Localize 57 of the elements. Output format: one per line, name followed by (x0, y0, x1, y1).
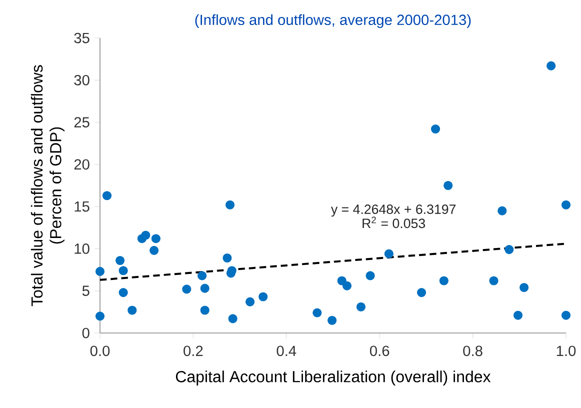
x-tick-label: 0.0 (90, 346, 110, 356)
point (246, 297, 255, 306)
point (118, 288, 128, 298)
annotation: R$^{2}$ = 0.053 (362, 216, 426, 228)
point (328, 316, 337, 325)
point (513, 310, 523, 320)
y-tick-label: 5 (82, 286, 90, 296)
point (546, 61, 556, 70)
point (200, 306, 210, 315)
point (384, 249, 394, 258)
point (116, 256, 125, 266)
y-tick-label: 15 (74, 201, 90, 212)
point (118, 266, 128, 276)
point (151, 234, 160, 244)
x-axis-title: Capital Account Liberalization (overall) index (176, 370, 491, 386)
point (312, 308, 322, 318)
y-tick-label: 20 (74, 159, 90, 170)
point (337, 276, 346, 286)
point (504, 245, 514, 254)
point (417, 288, 426, 298)
point (366, 271, 375, 280)
annotation: y = 4.2648x + 6.3197 (330, 204, 456, 217)
x-tick-label: 0.8 (463, 346, 482, 356)
point (200, 284, 210, 293)
point (225, 200, 235, 210)
x-tick-label: 1.0 (556, 346, 576, 356)
y-tick-label: 35 (74, 32, 90, 44)
y-tick-label: 0 (82, 328, 90, 338)
point (430, 124, 440, 134)
point (128, 306, 137, 315)
point (258, 292, 268, 302)
point (444, 180, 453, 190)
chart-title: (Inflows and outflows, average 2000-2013) (195, 14, 471, 28)
point (489, 276, 498, 286)
point (102, 191, 112, 200)
point (342, 281, 352, 290)
point (198, 271, 207, 280)
x-tick-label: 0.6 (370, 346, 390, 356)
y-tick-label: 30 (74, 74, 90, 86)
y-tick-label: 25 (74, 117, 90, 128)
point (561, 200, 571, 210)
x-tick-label: 0.2 (184, 346, 203, 356)
point (150, 246, 159, 255)
point (141, 230, 150, 240)
point (228, 314, 238, 324)
point (498, 206, 507, 216)
point (520, 282, 529, 292)
point (95, 312, 105, 321)
y-axis-title: Total value of inflows and outflows (Percen of GDP) (30, 65, 64, 306)
x-tick-label: 0.4 (276, 346, 296, 356)
point (561, 310, 571, 320)
y-tick-label: 10 (74, 244, 90, 254)
point (182, 284, 192, 294)
point (356, 302, 366, 312)
point (439, 276, 448, 286)
point (95, 266, 105, 276)
point (222, 253, 232, 263)
